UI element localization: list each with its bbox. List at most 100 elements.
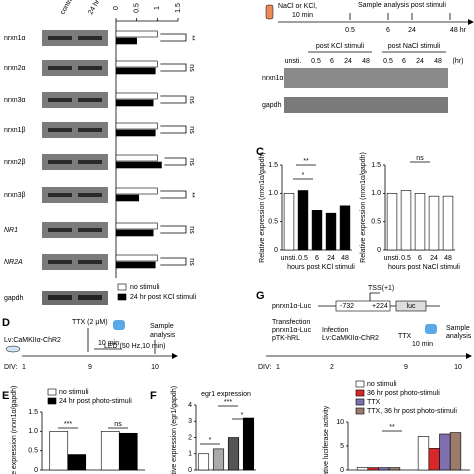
sig-bracket xyxy=(160,190,187,199)
start: -732 xyxy=(340,303,354,310)
gel-group: post KCl stimuli xyxy=(316,43,365,50)
y-tick-label: 1 xyxy=(188,451,192,458)
gel-band xyxy=(78,260,102,264)
gel-column: unsti. xyxy=(285,58,302,65)
bar xyxy=(339,205,351,251)
bar xyxy=(386,193,398,251)
annotation: *** xyxy=(224,399,232,406)
bar xyxy=(115,222,158,230)
gel-row-label: NR2A xyxy=(4,259,23,266)
panel-letter: E xyxy=(2,390,9,402)
gel-band xyxy=(78,228,102,232)
bar xyxy=(118,432,138,471)
gel-band xyxy=(78,36,102,40)
bar xyxy=(115,122,158,130)
bar xyxy=(400,190,412,251)
y-tick-label: 5 xyxy=(340,443,344,450)
bar xyxy=(115,161,162,169)
y-axis-label: Relative luciferase activity xyxy=(323,405,330,474)
sig-bracket xyxy=(160,95,187,104)
gel-column: 0.5 xyxy=(311,58,321,65)
bar xyxy=(283,193,295,251)
gel-column: 24 xyxy=(344,58,352,65)
gel-lane xyxy=(42,154,108,170)
gel-row-label: gapdh xyxy=(262,102,282,109)
gel-row-label: nrxn3β xyxy=(4,192,26,199)
y-tick-label: 10 xyxy=(336,419,344,426)
time-label: 6 xyxy=(386,27,390,34)
x-tick-label: unsti. xyxy=(384,255,401,262)
y-tick-label: 0.5 xyxy=(28,448,38,455)
legend-swatch xyxy=(47,388,57,396)
annotation: ns xyxy=(188,258,195,266)
gel-column: 6 xyxy=(330,58,334,65)
bar xyxy=(115,67,156,75)
interval: 10 min xyxy=(412,341,433,348)
interval: 10 min xyxy=(98,340,119,347)
bar xyxy=(115,254,158,262)
bar xyxy=(115,229,154,237)
gel-lane xyxy=(42,92,108,108)
tss: TSS(+1) xyxy=(368,285,394,292)
sig-bracket xyxy=(160,63,187,72)
gel-band xyxy=(48,160,72,164)
annotation: ** xyxy=(188,192,195,198)
gel-band xyxy=(48,128,72,132)
gel-group: post NaCl stimuli xyxy=(388,43,441,50)
sample-text: analysis xyxy=(150,332,176,339)
time-label: 48 hr xyxy=(450,27,467,34)
end: +224 xyxy=(372,303,388,310)
gel-column: 24 xyxy=(416,58,424,65)
annotation: ns xyxy=(188,158,195,166)
gel-band xyxy=(48,228,72,232)
legend-label: 36 hr post photo-stimuli xyxy=(367,390,440,397)
gel-column: (hr) xyxy=(453,58,464,65)
gel-band xyxy=(48,98,72,102)
dish-icon xyxy=(5,345,21,353)
led-icon xyxy=(425,324,437,334)
vector: Lv:CaMKIIα-ChR2 xyxy=(4,337,61,344)
gel-band xyxy=(48,295,72,300)
panel-letter: C xyxy=(256,146,264,158)
legend-swatch xyxy=(117,283,127,291)
bar xyxy=(428,448,440,471)
y-axis-label: Relative expression (nrxn1α/gapdh) xyxy=(360,152,367,263)
sample-text: Sample xyxy=(150,323,174,330)
y-axis-label: Relative expression (nrxn1α/gapdh) xyxy=(259,152,266,263)
chart-title: egr1 expression xyxy=(201,391,251,398)
gel-band xyxy=(48,66,72,70)
day: 1 xyxy=(276,364,280,371)
led-icon xyxy=(113,320,125,330)
annotation: ns xyxy=(188,96,195,104)
bar xyxy=(100,431,120,471)
time-label: 0.5 xyxy=(345,27,355,34)
annotation: * xyxy=(241,412,244,419)
bar xyxy=(449,432,462,471)
transfection: pTK-hRL xyxy=(272,335,300,342)
y-tick-label: 0 xyxy=(34,467,38,474)
gel-band xyxy=(78,98,102,102)
legend-swatch xyxy=(355,398,365,406)
div-label: DIV: xyxy=(258,364,271,371)
legend-swatch xyxy=(355,407,365,415)
x-tick-label: 1.5 xyxy=(175,3,182,13)
bar xyxy=(115,92,158,100)
legend-label: no stimuli xyxy=(130,284,160,291)
bar xyxy=(67,454,87,471)
x-axis-label: hours post NaCl stimuli xyxy=(388,264,460,271)
x-tick-label: 24 xyxy=(430,255,438,262)
bar xyxy=(325,212,337,251)
x-tick-label: 0.5 xyxy=(401,255,411,262)
infection: Infection xyxy=(322,327,349,334)
bar xyxy=(417,436,430,471)
gel-band xyxy=(78,160,102,164)
promoter-box xyxy=(335,300,391,312)
y-tick-label: 1.5 xyxy=(371,162,381,169)
gel-column: 0.5 xyxy=(383,58,393,65)
annotation: ** xyxy=(303,158,309,165)
annotation: ** xyxy=(188,35,195,41)
annotation: ns xyxy=(188,226,195,234)
gel-lane xyxy=(42,187,108,203)
gel-row-label: nrxn1β xyxy=(4,127,26,134)
gel-band xyxy=(48,36,72,40)
